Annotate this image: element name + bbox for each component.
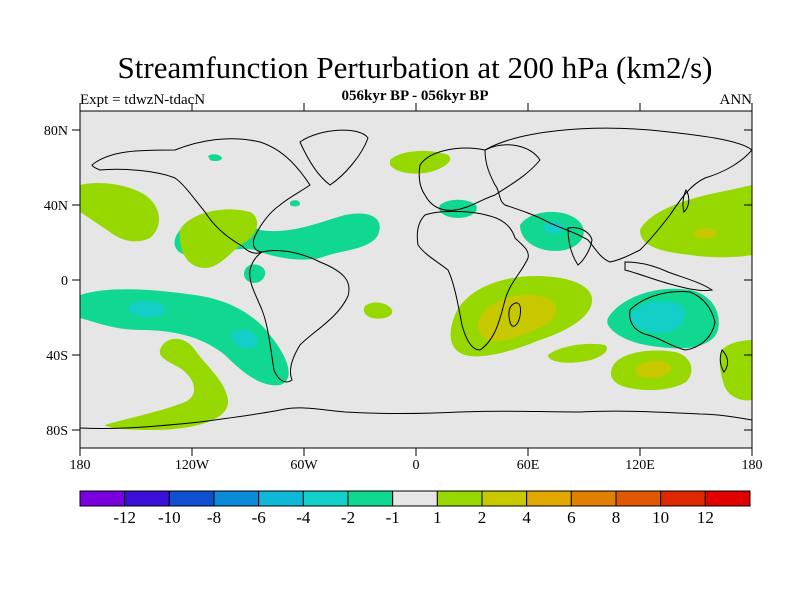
contour-positive-south-pacific	[105, 338, 229, 430]
colorbar-box	[526, 490, 572, 507]
coast-asia	[484, 127, 752, 263]
y-tick-label: 80N	[44, 124, 68, 139]
coast-new-zealand	[719, 349, 729, 373]
x-tick-label: 60E	[517, 458, 540, 473]
tick-marks	[72, 103, 753, 456]
colorbar-label: -4	[296, 508, 311, 527]
y-tick-label: 40N	[44, 199, 68, 214]
colorbar-label: -2	[340, 508, 356, 527]
x-tick-label: 0	[413, 458, 420, 473]
colorbar-label: -6	[251, 508, 266, 527]
x-tick-label: 180	[70, 458, 91, 473]
coast-india	[567, 227, 593, 266]
contour-positive-southern-ocean-core	[635, 360, 671, 378]
contour-positive-west-pacific-core	[694, 228, 717, 239]
contour-negative-chile-core	[230, 329, 259, 348]
coast-south-america	[249, 249, 350, 383]
colorbar-box	[258, 490, 304, 507]
coast-north-america	[91, 138, 311, 254]
y-tick-label: 40S	[46, 349, 68, 364]
contour-negative-canada	[208, 154, 222, 162]
contour-positive-indian-ocean-core	[478, 294, 557, 342]
coastlines	[80, 127, 752, 430]
coast-australia	[629, 291, 716, 351]
x-tick-label: 120W	[175, 458, 210, 473]
colorbar-label: 6	[567, 508, 576, 527]
colorbar-label: 12	[696, 508, 714, 527]
colorbar-label: 4	[522, 508, 531, 527]
plot-subtitle: 056kyr BP - 056kyr BP	[341, 88, 489, 104]
experiment-label: Expt = tdwzN-tdacN	[80, 92, 206, 108]
contour-positive-north-atlantic	[390, 150, 451, 174]
x-tick-label: 60W	[290, 458, 318, 473]
contour-negative-gulf	[290, 200, 300, 207]
contour-negative-pacific-core	[128, 300, 166, 318]
colorbar-label: 1	[433, 508, 442, 527]
colorbar-box	[168, 490, 215, 507]
contour-fields	[80, 150, 752, 430]
axis-labels: 80N 40N 0 40S 80S 180 120W 60W 0 60E 120…	[44, 124, 763, 473]
coast-africa	[416, 210, 529, 351]
contour-positive-central-atlantic	[363, 302, 393, 319]
colorbar-label: -12	[113, 508, 136, 527]
contour-positive-mexico	[179, 209, 258, 268]
colorbar	[79, 490, 751, 507]
colorbar-label: 8	[611, 508, 621, 527]
contour-negative-arabian-core	[544, 221, 564, 234]
colorbar-box	[347, 490, 394, 507]
colorbar-label: 10	[652, 508, 670, 527]
coast-japan	[682, 189, 690, 213]
plot-title: Streamfunction Perturbation at 200 hPa (…	[117, 50, 713, 85]
contour-positive-north-pacific	[80, 183, 160, 242]
contour-positive-southern-indian	[548, 343, 608, 363]
colorbar-box	[213, 490, 260, 507]
colorbar-box	[570, 490, 617, 507]
contour-negative-australia-core	[629, 301, 686, 333]
contour-negative-small-atlantic	[244, 264, 266, 283]
colorbar-box	[436, 490, 483, 507]
coast-southeast-asia	[624, 261, 714, 291]
colorbar-label: 2	[477, 508, 487, 527]
contour-positive-dateline	[719, 340, 752, 401]
colorbar-box	[660, 490, 706, 507]
y-tick-label: 0	[61, 274, 68, 289]
coast-antarctica	[80, 407, 752, 430]
colorbar-label: -1	[385, 508, 400, 527]
y-tick-label: 80S	[46, 424, 68, 439]
colorbar-box	[124, 490, 170, 507]
contour-positive-west-pacific	[640, 185, 752, 258]
coast-greenland	[299, 129, 369, 186]
colorbar-box	[79, 490, 126, 507]
colorbar-box	[392, 490, 438, 507]
x-tick-label: 120E	[625, 458, 655, 473]
contour-negative-europe	[439, 199, 477, 218]
x-tick-label: 180	[742, 458, 763, 473]
colorbar-box	[615, 490, 662, 507]
colorbar-box	[704, 490, 751, 507]
colorbar-label: -8	[206, 508, 222, 527]
contour-negative-pacific	[80, 289, 289, 386]
colorbar-box	[302, 490, 349, 507]
colorbar-box	[481, 490, 528, 507]
colorbar-label: -10	[157, 508, 181, 527]
coast-madagascar	[508, 302, 521, 327]
season-label: ANN	[719, 92, 753, 108]
